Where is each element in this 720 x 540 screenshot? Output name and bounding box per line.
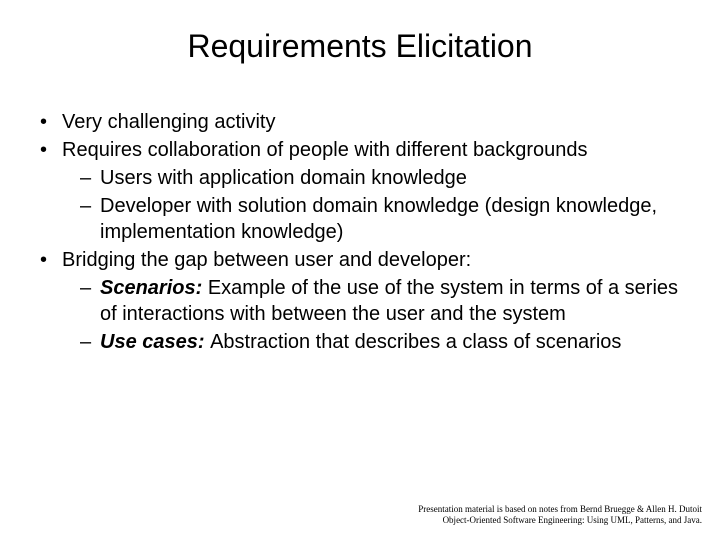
sub-bullet-item: – Scenarios: Example of the use of the s…	[80, 275, 690, 327]
dash-marker: –	[80, 193, 100, 245]
footer-citation: Presentation material is based on notes …	[418, 504, 702, 526]
bullet-item: • Bridging the gap between user and deve…	[40, 247, 690, 273]
bullet-text: Bridging the gap between user and develo…	[62, 247, 690, 273]
bullet-marker: •	[40, 109, 62, 135]
bullet-text: Users with application domain knowledge	[100, 165, 690, 191]
footer-line: Presentation material is based on notes …	[418, 504, 702, 515]
bullet-item: • Very challenging activity	[40, 109, 690, 135]
sub-bullet-item: – Use cases: Abstraction that describes …	[80, 329, 690, 355]
bullet-text: Use cases: Abstraction that describes a …	[100, 329, 690, 355]
sub-bullet-item: – Developer with solution domain knowled…	[80, 193, 690, 245]
bullet-marker: •	[40, 137, 62, 163]
bullet-item: • Requires collaboration of people with …	[40, 137, 690, 163]
footer-line: Object-Oriented Software Engineering: Us…	[418, 515, 702, 526]
term-label: Scenarios:	[100, 277, 202, 299]
bullet-text: Requires collaboration of people with di…	[62, 137, 690, 163]
sub-bullet-item: – Users with application domain knowledg…	[80, 165, 690, 191]
bullet-text: Scenarios: Example of the use of the sys…	[100, 275, 690, 327]
dash-marker: –	[80, 165, 100, 191]
dash-marker: –	[80, 329, 100, 355]
slide: Requirements Elicitation • Very challeng…	[0, 0, 720, 540]
bullet-text: Developer with solution domain knowledge…	[100, 193, 690, 245]
bullet-marker: •	[40, 247, 62, 273]
term-rest: Abstraction that describes a class of sc…	[210, 331, 621, 353]
slide-title: Requirements Elicitation	[30, 28, 690, 65]
term-label: Use cases:	[100, 331, 210, 353]
bullet-text: Very challenging activity	[62, 109, 690, 135]
dash-marker: –	[80, 275, 100, 327]
slide-body: • Very challenging activity • Requires c…	[30, 109, 690, 355]
